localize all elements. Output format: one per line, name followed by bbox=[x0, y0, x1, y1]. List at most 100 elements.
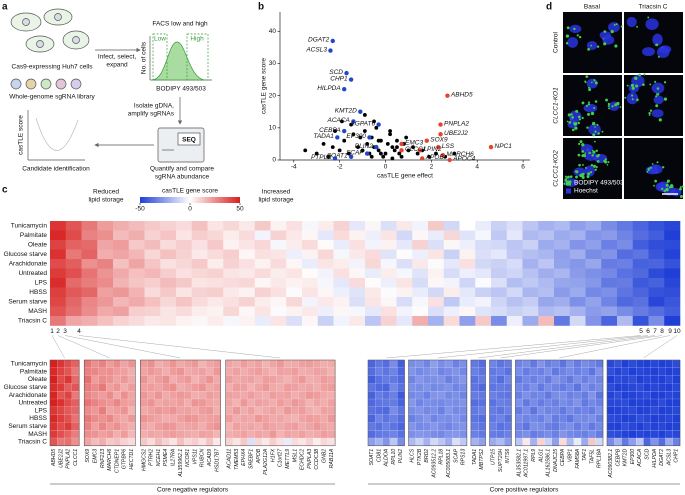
heat-cell bbox=[380, 268, 397, 279]
zoom-cell bbox=[606, 406, 615, 415]
heat-cell bbox=[554, 306, 571, 317]
heat-cell bbox=[428, 297, 445, 307]
zoom-cell bbox=[191, 398, 199, 408]
heat-cell bbox=[128, 278, 145, 288]
heat-cell bbox=[144, 240, 161, 250]
heat-cell bbox=[191, 278, 208, 288]
zoom-cell bbox=[367, 430, 376, 439]
heat-cell bbox=[302, 249, 319, 260]
zoom-cell bbox=[176, 406, 185, 415]
droplet bbox=[565, 34, 570, 38]
zoom-cell bbox=[140, 437, 148, 447]
heat-cell bbox=[333, 278, 350, 288]
heat-cell bbox=[506, 278, 523, 288]
text: casTLE score bbox=[18, 115, 25, 155]
nucleus bbox=[655, 182, 667, 192]
zoom-cell bbox=[64, 359, 73, 369]
heat-cell bbox=[443, 249, 460, 260]
zoom-cell bbox=[162, 383, 170, 392]
colorbar-tick-label: 0 bbox=[188, 206, 192, 213]
zoom-cell bbox=[71, 367, 80, 376]
zoom-cell bbox=[614, 359, 622, 369]
connector bbox=[64, 335, 181, 359]
zoom-cell bbox=[140, 359, 148, 369]
zoom-cell bbox=[225, 422, 234, 431]
zoom-cell bbox=[581, 398, 589, 408]
heat-cell bbox=[664, 221, 681, 231]
droplet bbox=[587, 48, 590, 51]
zoom-cell bbox=[595, 437, 604, 447]
heat-cell bbox=[380, 278, 397, 288]
heat-cell bbox=[664, 306, 681, 317]
zoom-cell bbox=[113, 375, 121, 384]
zoom-cell bbox=[283, 422, 292, 431]
heat-cell bbox=[270, 278, 287, 288]
zoom-cell bbox=[57, 437, 65, 447]
zoom-cell bbox=[375, 383, 383, 392]
zoom-cell bbox=[176, 437, 185, 447]
zoom-cell bbox=[650, 406, 659, 415]
heat-cell bbox=[317, 221, 334, 231]
zoom-cell bbox=[452, 367, 460, 376]
zoom-cell bbox=[665, 437, 673, 447]
droplet bbox=[588, 86, 590, 89]
zoom-cell bbox=[408, 391, 417, 400]
zoom-cell bbox=[291, 430, 299, 439]
zoom-cell bbox=[320, 398, 329, 408]
heat-cell bbox=[475, 306, 492, 317]
zoom-cell bbox=[588, 383, 596, 392]
zoom-cell bbox=[621, 383, 630, 392]
zoom-cell bbox=[544, 375, 553, 384]
zoom-cell bbox=[240, 406, 248, 415]
zoom-cell bbox=[147, 437, 156, 447]
zoom-cell bbox=[305, 422, 314, 431]
heat-cell bbox=[113, 287, 130, 298]
zoom-cell bbox=[291, 398, 299, 408]
zoom-cell bbox=[147, 359, 156, 369]
zoom-cell bbox=[444, 367, 453, 376]
heat-cell bbox=[286, 221, 303, 231]
heat-cell bbox=[254, 249, 271, 260]
heat-cell bbox=[522, 249, 539, 260]
zoom-cell bbox=[444, 422, 453, 431]
droplet bbox=[594, 168, 597, 171]
heat-cell bbox=[491, 240, 508, 250]
zoom-cell bbox=[313, 359, 321, 369]
zoom-cell bbox=[320, 430, 329, 439]
heat-cell bbox=[160, 306, 177, 317]
row-label: Serum starve bbox=[8, 423, 47, 430]
zoom-cell bbox=[191, 422, 199, 431]
heat-cell bbox=[65, 268, 82, 279]
point bbox=[351, 119, 356, 124]
zoom-cell bbox=[262, 430, 270, 439]
zoom-cell bbox=[162, 391, 170, 400]
zoom-cell bbox=[120, 398, 129, 408]
heat-cell bbox=[365, 287, 382, 298]
droplet bbox=[573, 121, 578, 126]
zoom-cell bbox=[489, 406, 498, 415]
zoom-cell bbox=[327, 375, 336, 384]
zoom-cell bbox=[205, 406, 214, 415]
zoom-cell bbox=[544, 398, 553, 408]
point bbox=[351, 132, 356, 137]
heat-cell bbox=[176, 287, 193, 298]
heat-cell bbox=[601, 297, 618, 307]
droplet bbox=[563, 182, 566, 185]
heat-cell bbox=[585, 316, 602, 326]
row-label: CLCC1-KO1 bbox=[553, 87, 560, 124]
gene-label: RPL18 bbox=[439, 449, 445, 465]
heat-cell bbox=[349, 278, 366, 288]
heat-cell bbox=[648, 268, 665, 279]
zoom-cell bbox=[240, 398, 248, 408]
zoom-cell bbox=[588, 359, 596, 369]
point bbox=[438, 132, 443, 137]
gene-label: HILPDA bbox=[652, 448, 658, 467]
zoom-cell bbox=[84, 391, 92, 400]
zoom-cell bbox=[658, 414, 666, 423]
zoom-cell bbox=[57, 422, 65, 431]
zoom-cell bbox=[247, 437, 256, 447]
zoom-cell bbox=[191, 414, 199, 423]
heat-cell bbox=[254, 221, 271, 231]
zoom-cell bbox=[147, 414, 156, 423]
gene-label: CEBPB bbox=[615, 448, 621, 466]
